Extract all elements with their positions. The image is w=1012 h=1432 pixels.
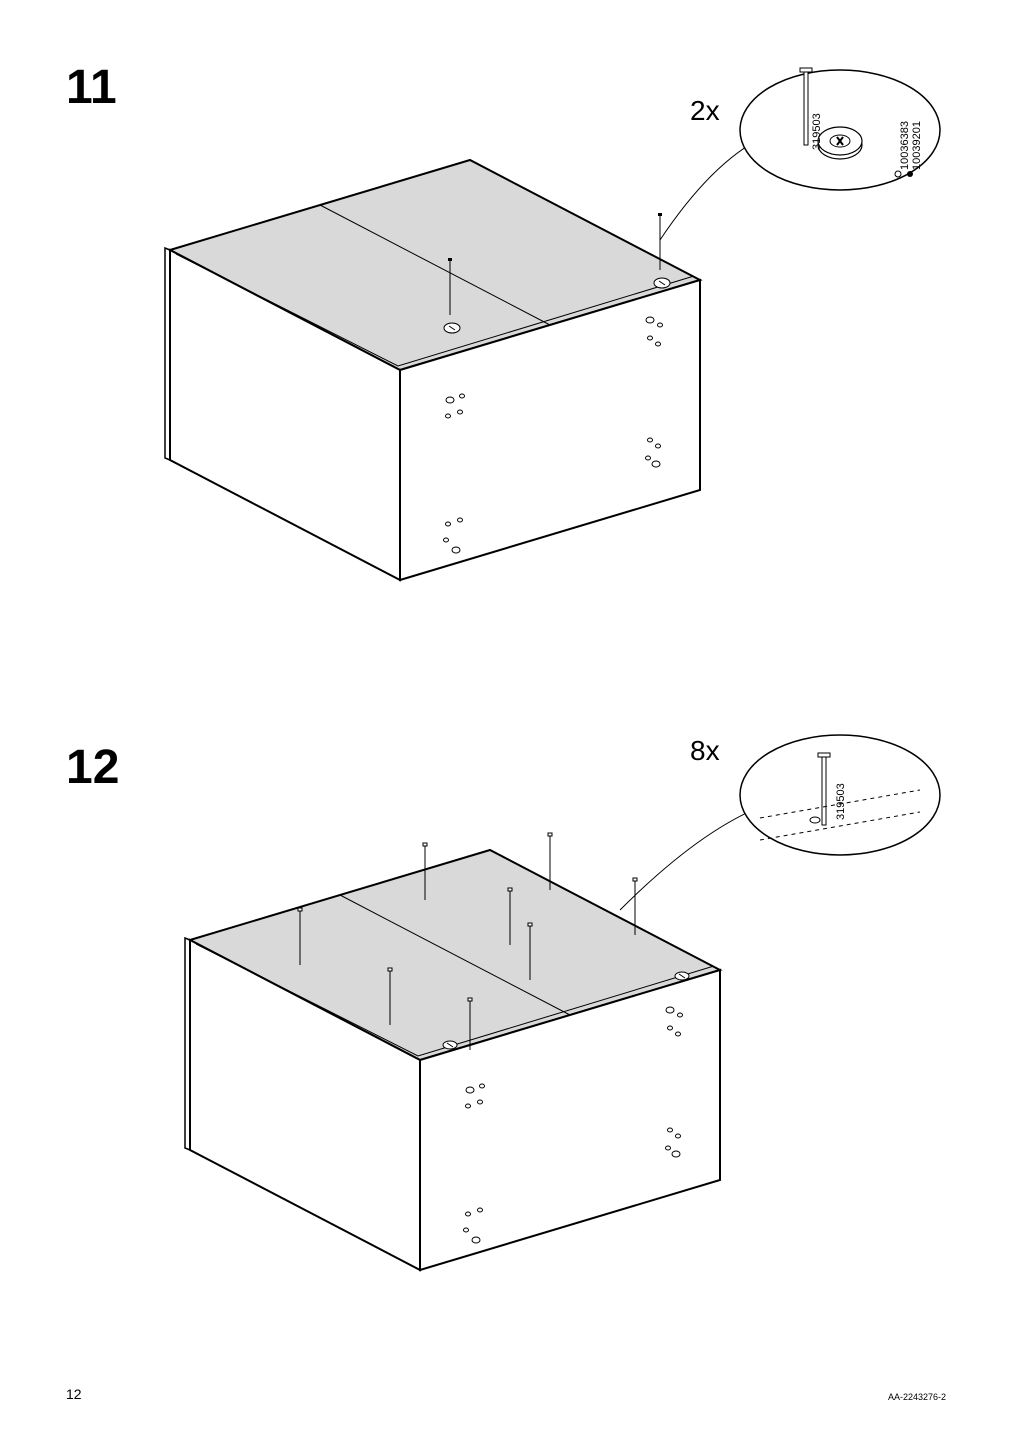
step-12-diagram: 8x 319503 — [120, 700, 950, 1300]
drawer-box-11 — [165, 160, 700, 580]
part-label-10036383: 10036383 — [899, 121, 911, 170]
callout-step12: 8x 319503 — [620, 735, 940, 910]
step-12-panel: 8x 319503 — [120, 700, 950, 1300]
marker-solid — [907, 171, 913, 177]
callout-step11: 2x 319503 10036383 10039201 — [660, 68, 940, 240]
step-number-11: 11 — [66, 60, 117, 115]
camlock-icon — [818, 127, 862, 159]
page-number: 12 — [66, 1386, 82, 1402]
document-id: AA-2243276-2 — [888, 1392, 946, 1402]
step-number-12: 12 — [66, 740, 119, 795]
part-label-319503-b: 319503 — [835, 783, 847, 820]
step-11-diagram: 2x 319503 10036383 10039201 — [120, 50, 950, 630]
callout-qty-11: 2x — [690, 95, 720, 126]
callout-qty-12: 8x — [690, 735, 720, 766]
assembly-page: 11 2x — [0, 0, 1012, 1432]
part-label-10039201: 10039201 — [911, 121, 923, 170]
part-label-319503: 319503 — [811, 113, 823, 150]
drawer-box-12 — [185, 833, 720, 1270]
step-11-panel: 2x 319503 10036383 10039201 — [120, 50, 950, 630]
